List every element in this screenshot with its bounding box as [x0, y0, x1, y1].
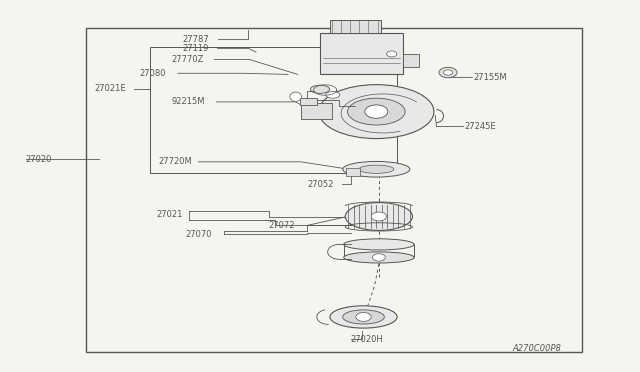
- Circle shape: [365, 105, 388, 118]
- Bar: [300, 98, 317, 105]
- Ellipse shape: [319, 85, 434, 139]
- Circle shape: [387, 51, 397, 57]
- Text: 27021E: 27021E: [95, 84, 126, 93]
- Ellipse shape: [290, 92, 301, 101]
- Ellipse shape: [344, 252, 414, 263]
- Text: 27021: 27021: [157, 210, 183, 219]
- Ellipse shape: [343, 310, 384, 324]
- Circle shape: [371, 212, 387, 221]
- Circle shape: [372, 254, 385, 261]
- Text: 27080: 27080: [140, 69, 166, 78]
- Text: 92215M: 92215M: [172, 97, 205, 106]
- Text: 27072: 27072: [269, 221, 295, 230]
- Bar: [330, 20, 381, 33]
- Ellipse shape: [348, 98, 405, 125]
- Text: 27787: 27787: [182, 35, 209, 44]
- Text: 27052: 27052: [307, 180, 333, 189]
- Bar: [301, 103, 332, 119]
- Bar: [403, 54, 419, 67]
- Text: 27155M: 27155M: [474, 73, 508, 82]
- Text: A270C00P8: A270C00P8: [512, 344, 561, 353]
- Ellipse shape: [343, 161, 410, 177]
- Ellipse shape: [358, 165, 394, 173]
- Ellipse shape: [344, 239, 414, 250]
- Text: 27020H: 27020H: [351, 335, 383, 344]
- Text: 27770Z: 27770Z: [172, 55, 204, 64]
- Text: 27119: 27119: [182, 44, 209, 53]
- Ellipse shape: [330, 306, 397, 328]
- Circle shape: [444, 70, 452, 75]
- Ellipse shape: [346, 202, 413, 230]
- Text: 27020: 27020: [26, 155, 52, 164]
- Ellipse shape: [326, 92, 340, 98]
- Bar: [346, 168, 360, 176]
- Bar: [86, 28, 582, 352]
- Bar: [320, 33, 403, 74]
- Text: 27720M: 27720M: [159, 157, 193, 166]
- Text: 27245E: 27245E: [465, 122, 496, 131]
- Circle shape: [356, 312, 371, 321]
- Circle shape: [439, 67, 457, 78]
- Ellipse shape: [310, 85, 330, 93]
- Text: 27070: 27070: [186, 230, 212, 239]
- Bar: [150, 46, 397, 173]
